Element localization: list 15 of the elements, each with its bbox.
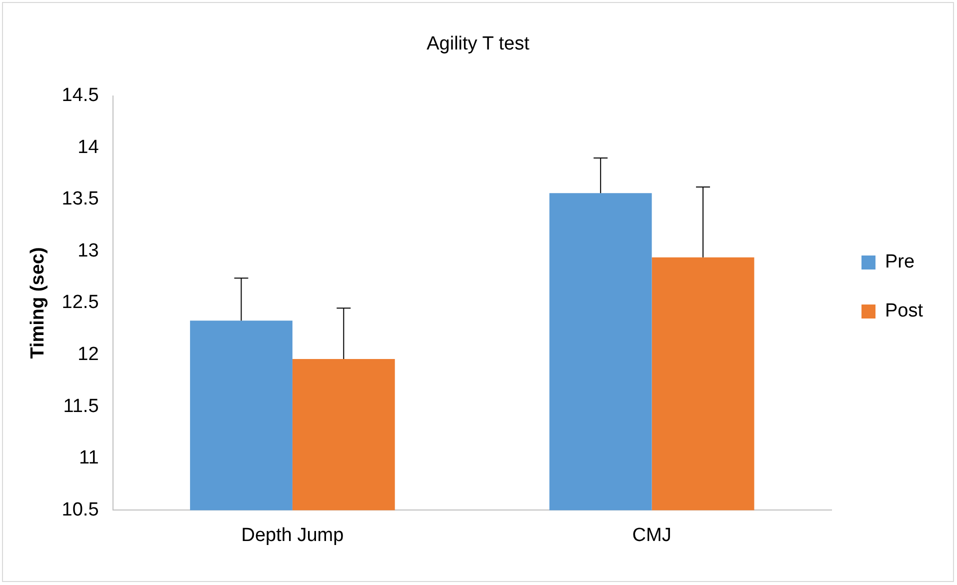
y-tick-label: 10.5 bbox=[62, 499, 99, 520]
y-tick-label: 13 bbox=[78, 240, 99, 262]
chart-title: Agility T test bbox=[426, 34, 530, 55]
x-tick-label: Depth Jump bbox=[241, 524, 344, 546]
y-tick-label: 12 bbox=[78, 344, 99, 366]
legend-label: Post bbox=[884, 300, 924, 322]
x-tick-label: CMJ bbox=[632, 524, 672, 546]
y-tick-label: 11 bbox=[79, 448, 99, 469]
y-axis-title: Timing (sec) bbox=[28, 247, 49, 359]
y-tick-label: 13.5 bbox=[62, 188, 99, 210]
legend-label: Pre bbox=[884, 252, 915, 273]
y-tick-label: 11.5 bbox=[63, 396, 99, 417]
y-tick-label: 14.5 bbox=[62, 85, 99, 106]
y-tick-label: 12.5 bbox=[62, 292, 99, 314]
y-tick-label: 14 bbox=[78, 136, 100, 158]
